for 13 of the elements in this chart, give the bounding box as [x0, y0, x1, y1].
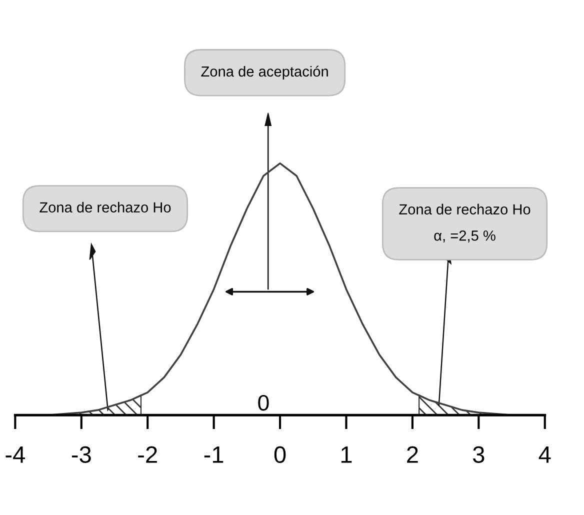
- x-tick-label: -3: [72, 446, 91, 463]
- text: Zona de aceptación: [201, 66, 328, 80]
- x-tick-label: -4: [6, 446, 25, 463]
- x-tick-label: -1: [204, 446, 224, 463]
- annotation: 0: [258, 394, 269, 411]
- x-tick-label: 1: [341, 446, 352, 463]
- x-tick-label: 2: [407, 446, 418, 463]
- annotation: Zona de rechazo Ho: [40, 202, 171, 213]
- annotation: Zona de rechazo Ho α, =2,5 %: [399, 204, 530, 243]
- x-tick-label: 4: [538, 446, 551, 463]
- x-tick-label: -2: [138, 446, 157, 463]
- x-tick-label: 0: [274, 446, 286, 463]
- x-tick-label: 3: [472, 446, 484, 463]
